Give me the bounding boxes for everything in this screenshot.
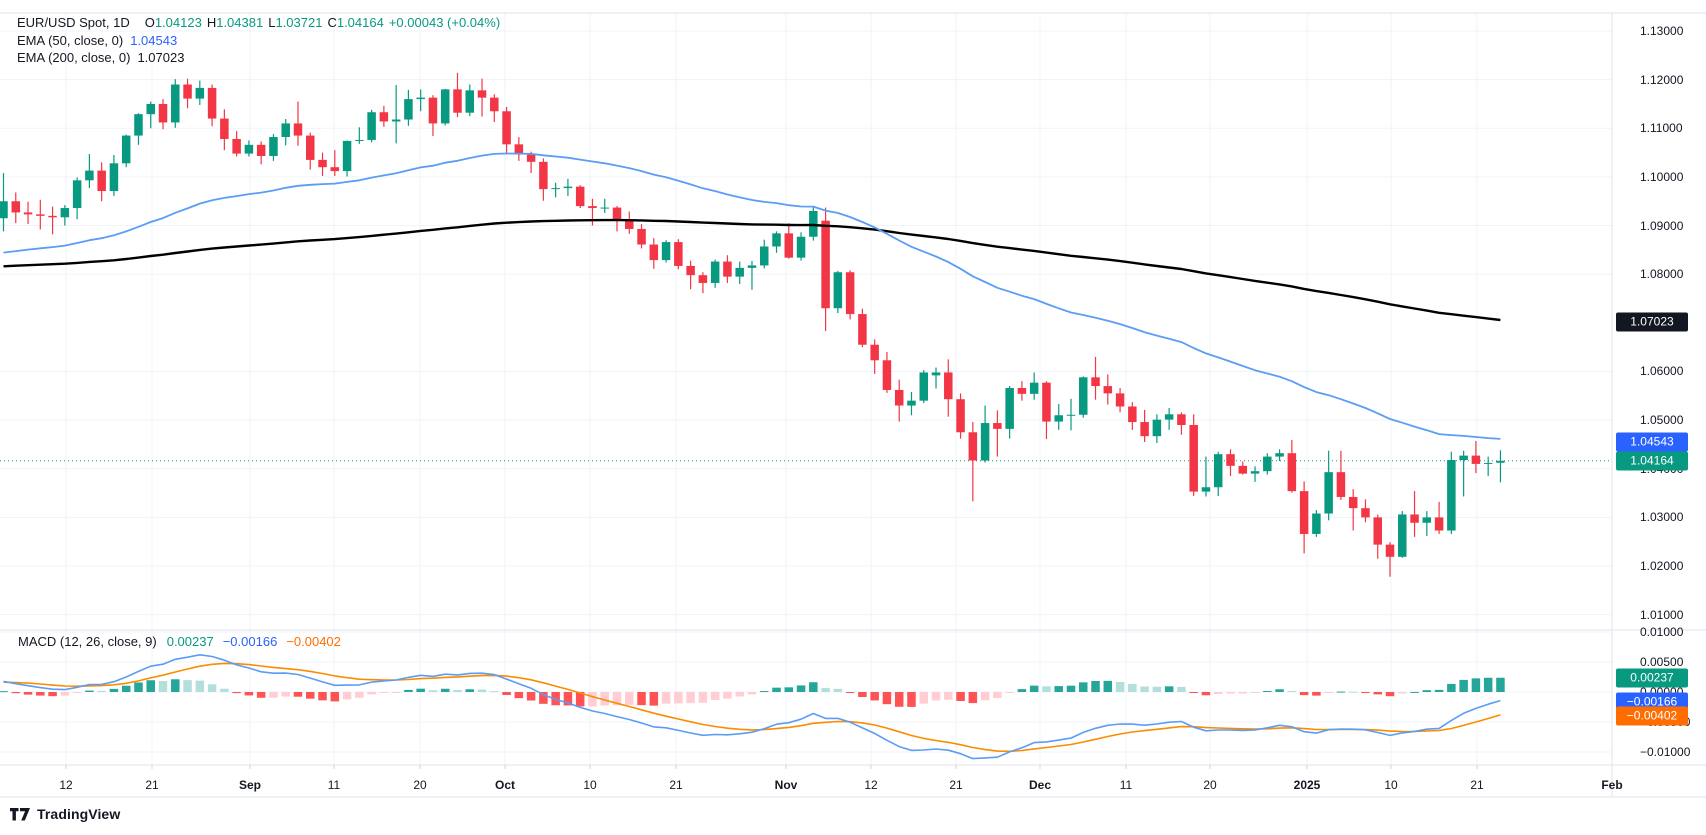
macd-hist-badge[interactable]: 0.00237 (1616, 668, 1688, 688)
candlestick-series[interactable] (0, 72, 1505, 577)
macd-signal-value: −0.00402 (286, 634, 341, 649)
macd-histogram[interactable] (0, 677, 1505, 707)
time-axis-label-2025: 2025 (1293, 778, 1321, 792)
ema50-legend-row[interactable]: EMA (50, close, 0) 1.04543 (17, 32, 500, 50)
macd-axis-label-−0.01000: −0.01000 (1640, 745, 1691, 759)
time-axis-label-21: 21 (1470, 778, 1484, 792)
time-axis-label-10: 10 (583, 778, 597, 792)
time-axis-label-11: 11 (327, 778, 341, 792)
price-axis-label-1.11000: 1.11000 (1640, 121, 1683, 136)
tradingview-logo-icon (10, 807, 30, 820)
price-axis-label-1.06000: 1.06000 (1640, 364, 1684, 379)
ema50-label: EMA (50, close, 0) (17, 32, 124, 48)
time-axis-label-Nov: Nov (774, 778, 798, 792)
price-axis-label-1.13000: 1.13000 (1640, 24, 1684, 38)
time-axis-label-Feb: Feb (1601, 778, 1623, 792)
time-axis-label-20: 20 (413, 778, 427, 792)
ohlc-low-value: 1.03721 (275, 15, 323, 30)
price-axis-label-1.01000: 1.01000 (1640, 607, 1684, 622)
gridlines (0, 13, 1612, 765)
price-axis-label-1.03000: 1.03000 (1640, 510, 1684, 525)
change-value: +0.00043 (+0.04%) (388, 15, 501, 30)
ema50-value: 1.04543 (130, 32, 178, 48)
macd-signal-line[interactable] (3, 662, 1501, 753)
macd-label: MACD (12, 26, close, 9) (18, 634, 157, 649)
symbol-title: EUR/USD Spot, 1D (17, 15, 130, 30)
time-axis-label-Sep: Sep (238, 778, 262, 792)
tradingview-logo-text: TradingView (37, 806, 121, 822)
time-axis-label-10: 10 (1384, 778, 1398, 792)
macd-hist-value: 0.00237 (166, 634, 214, 649)
macd-axis-label-0.00500: 0.00500 (1640, 655, 1684, 669)
ema50-badge[interactable]: 1.04543 (1616, 432, 1688, 452)
macd-line-value: −0.00166 (222, 634, 278, 649)
main-legend[interactable]: EUR/USD Spot, 1D O1.04123 H1.04381 L1.03721… (17, 14, 500, 67)
macd-signal-badge[interactable]: −0.00402 (1616, 706, 1688, 726)
price-axis-label-1.02000: 1.02000 (1640, 559, 1684, 574)
macd-main-line[interactable] (3, 654, 1501, 760)
time-axis-label-21: 21 (145, 778, 159, 792)
time-axis-label-12: 12 (59, 778, 73, 792)
time-axis-label-11: 11 (1119, 778, 1133, 792)
time-axis-label-21: 21 (949, 778, 963, 792)
ohlc-high-label: H (206, 15, 217, 30)
time-axis-label-21: 21 (669, 778, 683, 792)
ema200-line[interactable] (3, 218, 1501, 322)
ema50-line[interactable] (3, 152, 1501, 440)
ema200-badge[interactable]: 1.07023 (1616, 312, 1688, 332)
pane-borders (0, 12, 1706, 798)
ohlc-close-label: C (327, 15, 337, 30)
ohlc-high-value: 1.04381 (216, 15, 264, 30)
ohlc-open-label: O (144, 15, 155, 30)
time-axis-label-20: 20 (1203, 778, 1217, 792)
ema200-legend-row[interactable]: EMA (200, close, 0) 1.07023 (17, 49, 500, 67)
price-axis-label-1.09000: 1.09000 (1640, 218, 1684, 233)
symbol-legend-row: EUR/USD Spot, 1D O1.04123 H1.04381 L1.03721… (17, 14, 500, 32)
ema200-value: 1.07023 (137, 50, 185, 65)
time-axis-label-12: 12 (864, 778, 878, 792)
tradingview-logo[interactable]: TradingView (9, 806, 120, 822)
ohlc-open-value: 1.04123 (154, 15, 202, 30)
macd-axis-label-0.01000: 0.01000 (1640, 625, 1684, 639)
price-axis-label-1.10000: 1.10000 (1640, 169, 1684, 184)
price-axis-label-1.05000: 1.05000 (1640, 413, 1684, 428)
time-axis-label-Dec: Dec (1028, 778, 1052, 792)
time-axis-label-Oct: Oct (494, 778, 516, 792)
ohlc-close-value: 1.04164 (336, 15, 384, 30)
ohlc-low-label: L (268, 15, 276, 30)
macd-legend-row[interactable]: MACD (12, 26, close, 9) 0.00237 −0.00166 −0… (18, 634, 341, 649)
price-axis-label-1.08000: 1.08000 (1640, 267, 1684, 282)
price-axis-label-1.12000: 1.12000 (1640, 72, 1684, 87)
last-price-badge[interactable]: 1.04164 (1616, 451, 1688, 471)
ema200-label: EMA (200, close, 0) (17, 50, 131, 65)
